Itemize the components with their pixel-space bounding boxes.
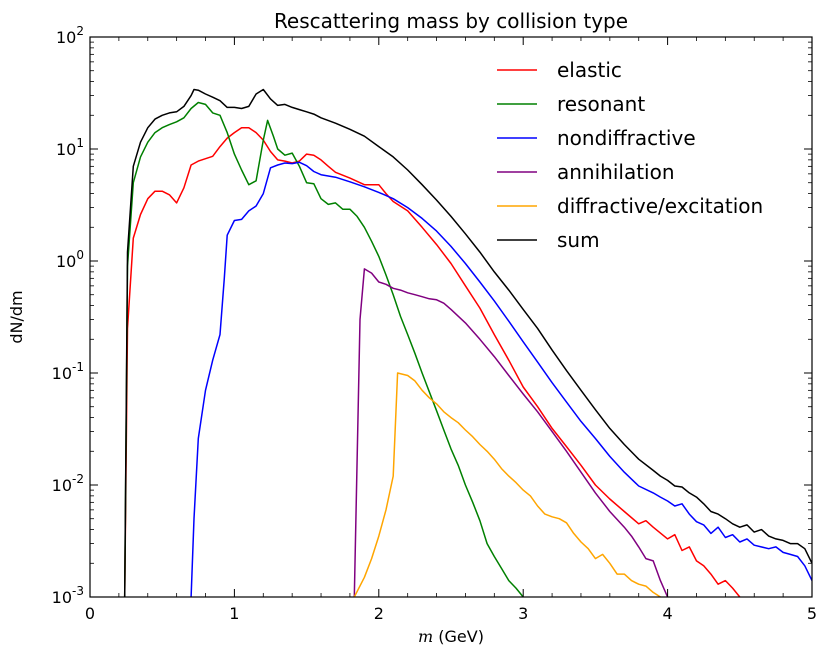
x-ticks: 0 1 2 3 4 5 [85, 37, 817, 623]
x-axis-label-variable: m [418, 627, 433, 646]
chart-title: Rescattering mass by collision type [274, 9, 628, 33]
x-tick-label: 5 [807, 604, 817, 623]
y-tick-label: 101 [56, 136, 84, 159]
series-line-diffractive-excitation [353, 372, 661, 597]
plot-frame [89, 36, 813, 598]
legend-label: nondiffractive [557, 126, 696, 150]
plot-lines [123, 88, 812, 597]
x-tick-label: 1 [229, 604, 239, 623]
y-tick-label: 10-2 [52, 472, 84, 495]
y-tick-label: 10-3 [52, 584, 84, 607]
y-axis-label: dN/dm [7, 290, 26, 343]
x-axis-label-unit: (GeV) [433, 627, 484, 646]
series-line-nondiffractive [190, 161, 812, 597]
y-tick-label: 100 [56, 248, 84, 271]
x-tick-label: 2 [374, 604, 384, 623]
y-ticks: 10-3 10-2 10-1 100 101 102 [52, 24, 812, 607]
x-axis-label: m (GeV) [418, 627, 484, 646]
y-tick-label: 102 [56, 24, 84, 47]
y-tick-label: 10-1 [52, 360, 84, 383]
x-tick-label: 4 [663, 604, 673, 623]
x-tick-label: 3 [518, 604, 528, 623]
series-line-annihilation [353, 268, 669, 597]
legend-label: elastic [557, 58, 622, 82]
legend-label: annihilation [557, 160, 675, 184]
series-line-sum [123, 88, 812, 597]
legend-label: sum [557, 228, 600, 252]
x-tick-label: 0 [85, 604, 95, 623]
series-line-elastic [123, 126, 741, 597]
legend-label: diffractive/excitation [557, 194, 763, 218]
series-line-resonant [123, 101, 524, 597]
legend: elastic resonant nondiffractive annihilatio… [497, 58, 763, 252]
legend-label: resonant [557, 92, 645, 116]
